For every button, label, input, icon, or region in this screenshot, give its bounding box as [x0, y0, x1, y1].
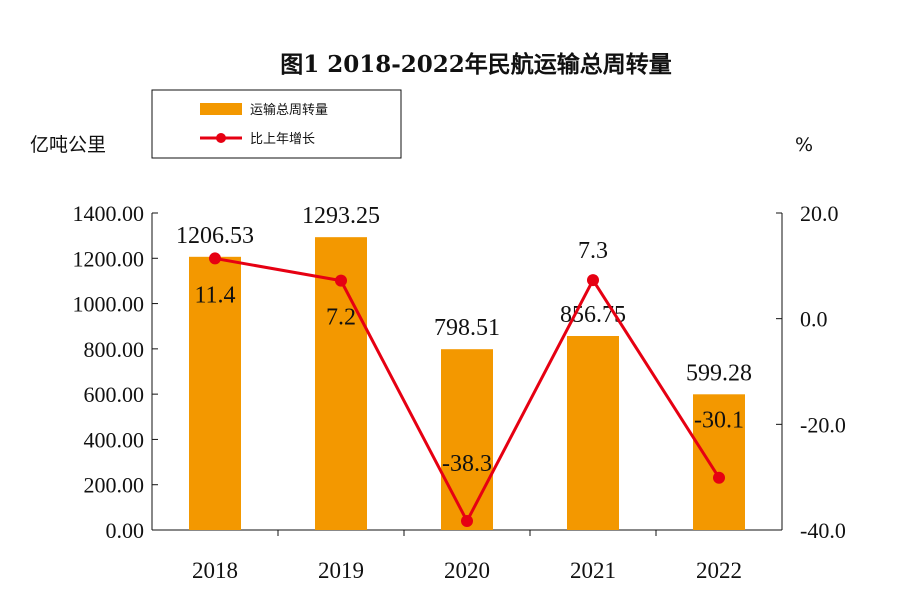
bar-value-label: 798.51 — [434, 315, 500, 341]
legend-bar-label: 运输总周转量 — [250, 102, 328, 118]
bar — [567, 336, 619, 530]
y-left-ticks: 0.00 200.00 400.00 600.00 800.00 1000.00 1200.… — [73, 201, 158, 543]
bar — [441, 349, 493, 530]
y-right-tick-label: -20.0 — [800, 412, 846, 437]
growth-value-label: 7.3 — [578, 238, 608, 264]
growth-value-label: -30.1 — [694, 408, 744, 434]
legend-line-marker — [216, 133, 226, 143]
bar-value-label: 1293.25 — [302, 203, 380, 229]
bar-value-label: 1206.53 — [176, 223, 254, 249]
growth-value-label: 7.2 — [326, 305, 356, 331]
legend-box — [151, 89, 402, 159]
growth-value-label: 11.4 — [194, 282, 235, 308]
y-left-tick-label: 1400.00 — [73, 201, 145, 226]
y-left-tick-label: 1000.00 — [73, 292, 145, 317]
x-tick-label: 2019 — [318, 558, 364, 583]
y-right-axis-label: % — [795, 134, 813, 156]
y-right-tick-label: 0.0 — [800, 307, 828, 332]
growth-point — [461, 515, 473, 528]
growth-point — [713, 471, 725, 484]
y-left-tick-label: 600.00 — [84, 382, 145, 407]
x-tick-label: 2021 — [570, 558, 616, 583]
legend: 运输总周转量 比上年增长 — [151, 89, 402, 159]
line-labels: 11.4 7.2 -38.3 7.3 -30.1 — [194, 238, 744, 477]
x-tick-label: 2018 — [192, 558, 238, 583]
bars — [189, 237, 745, 530]
legend-bar-swatch — [200, 103, 242, 115]
growth-point — [587, 274, 599, 287]
growth-line-group — [209, 252, 725, 528]
y-left-tick-label: 800.00 — [84, 337, 145, 362]
y-right-ticks: -40.0 -20.0 0.0 20.0 — [776, 201, 846, 543]
chart-title: 图1 2018-2022年民航运输总周转量 — [280, 51, 672, 78]
bar-value-label: 599.28 — [686, 360, 752, 386]
y-left-axis-label: 亿吨公里 — [30, 134, 106, 156]
y-left-tick-label: 400.00 — [84, 427, 145, 452]
x-tick-label: 2022 — [696, 558, 742, 583]
growth-value-label: -38.3 — [442, 451, 492, 477]
bar — [693, 394, 745, 530]
y-left-tick-label: 0.00 — [106, 518, 145, 543]
y-right-tick-label: -40.0 — [800, 518, 846, 543]
x-ticks: 2018 2019 2020 2021 2022 — [192, 530, 742, 583]
y-left-tick-label: 1200.00 — [73, 246, 145, 271]
legend-line-label: 比上年增长 — [250, 132, 315, 147]
bar — [189, 256, 241, 530]
y-right-tick-label: 20.0 — [800, 201, 839, 226]
growth-point — [209, 252, 221, 265]
x-tick-label: 2020 — [444, 558, 490, 583]
y-left-tick-label: 200.00 — [84, 473, 145, 498]
growth-point — [335, 274, 347, 287]
